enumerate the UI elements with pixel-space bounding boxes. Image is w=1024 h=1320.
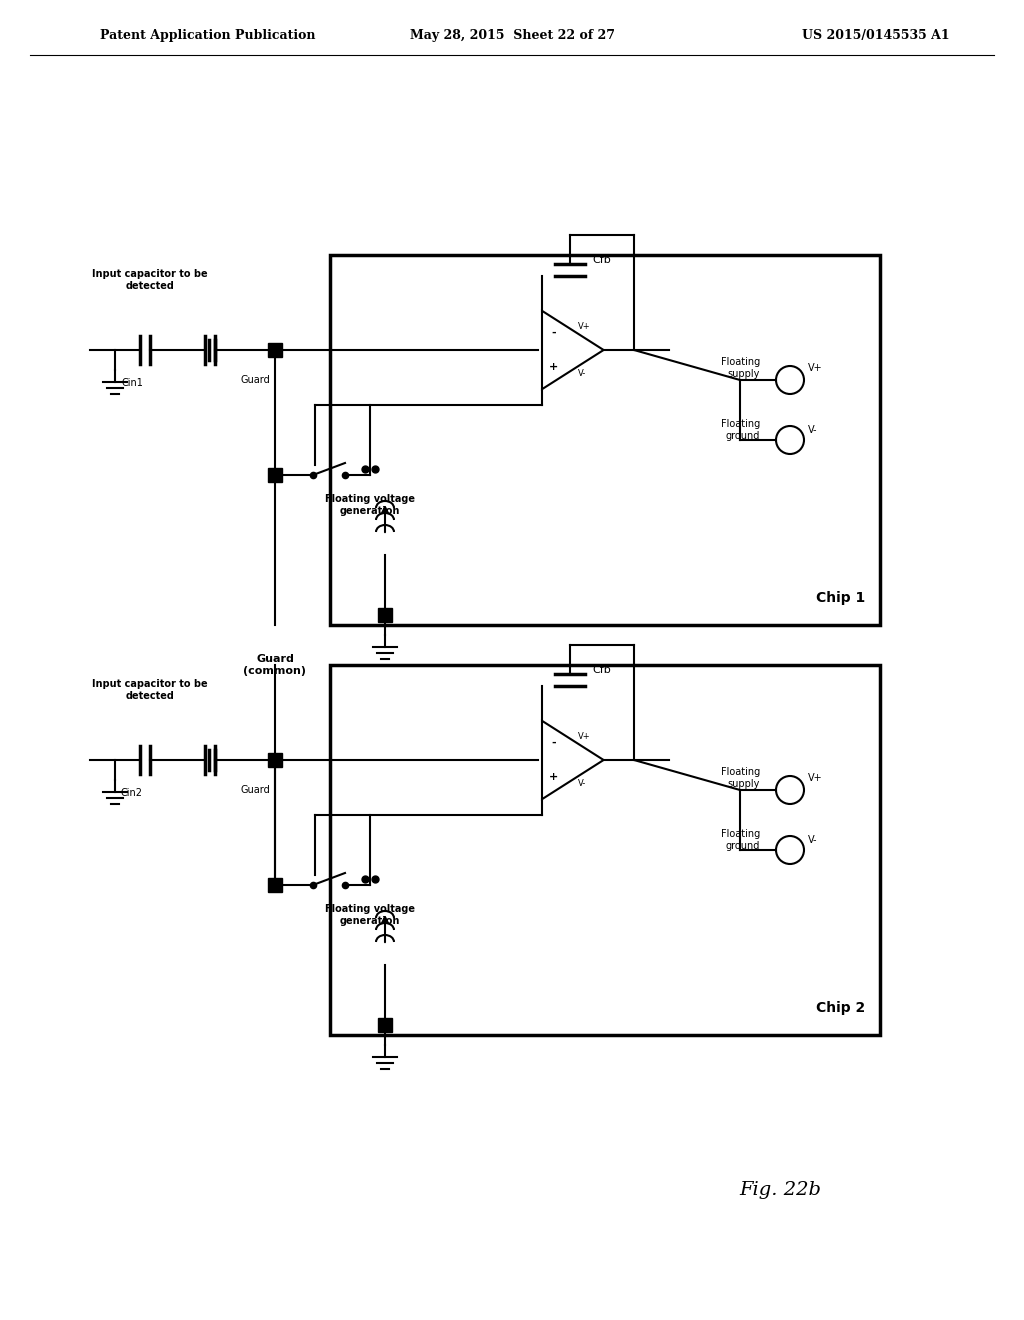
Text: V-: V- <box>579 370 587 379</box>
Bar <box>268 752 282 767</box>
Text: Chip 2: Chip 2 <box>816 1001 865 1015</box>
Text: V+: V+ <box>579 731 591 741</box>
Text: Cfb: Cfb <box>592 255 610 265</box>
Bar <box>378 609 392 622</box>
Bar <box>268 878 282 892</box>
Bar <box>268 469 282 482</box>
Text: V-: V- <box>579 779 587 788</box>
Text: -: - <box>551 329 555 338</box>
Bar <box>268 343 282 356</box>
Text: Floating
supply: Floating supply <box>721 767 760 789</box>
Text: V+: V+ <box>808 774 822 783</box>
Text: US 2015/0145535 A1: US 2015/0145535 A1 <box>803 29 950 41</box>
Text: V-: V- <box>808 836 817 845</box>
Text: Input capacitor to be
detected: Input capacitor to be detected <box>92 680 208 701</box>
Text: Guard: Guard <box>240 375 270 385</box>
Text: V-: V- <box>808 425 817 436</box>
Text: +: + <box>549 362 558 372</box>
Bar <box>330 255 880 624</box>
Text: V+: V+ <box>808 363 822 374</box>
Text: May 28, 2015  Sheet 22 of 27: May 28, 2015 Sheet 22 of 27 <box>410 29 614 41</box>
Text: Guard: Guard <box>240 785 270 795</box>
Text: Floating
ground: Floating ground <box>721 420 760 441</box>
Text: Cin1: Cin1 <box>121 378 143 388</box>
Text: Cfb: Cfb <box>592 665 610 675</box>
Text: Cin2: Cin2 <box>121 788 143 799</box>
Text: Guard
(common): Guard (common) <box>244 655 306 676</box>
Text: Patent Application Publication: Patent Application Publication <box>100 29 315 41</box>
Text: Floating voltage
generation: Floating voltage generation <box>325 494 415 516</box>
Text: Chip 1: Chip 1 <box>816 591 865 605</box>
Bar <box>330 665 880 1035</box>
Text: Fig. 22b: Fig. 22b <box>739 1181 821 1199</box>
Bar <box>378 1018 392 1032</box>
Text: Floating voltage
generation: Floating voltage generation <box>325 904 415 925</box>
Text: +: + <box>549 772 558 781</box>
Text: Floating
supply: Floating supply <box>721 358 760 379</box>
Text: Floating
ground: Floating ground <box>721 829 760 851</box>
Text: -: - <box>551 738 555 748</box>
Text: Input capacitor to be
detected: Input capacitor to be detected <box>92 269 208 290</box>
Text: V+: V+ <box>579 322 591 331</box>
